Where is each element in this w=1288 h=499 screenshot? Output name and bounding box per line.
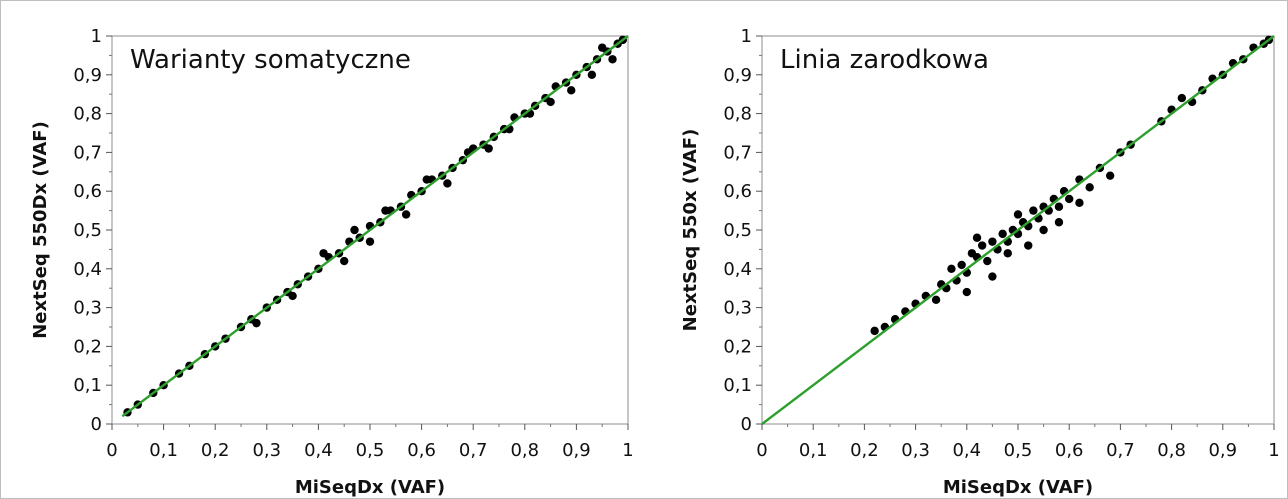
chart-2-x-tick-label: 0,7 xyxy=(1106,440,1135,461)
chart-1-x-tick-label: 0,5 xyxy=(356,440,385,461)
chart-1-y-tick-label: 0,8 xyxy=(73,104,102,125)
chart-2-point xyxy=(1085,183,1094,192)
chart-1-y-tick-label: 0,4 xyxy=(73,259,102,280)
chart-1-y-tick-label: 0 xyxy=(91,414,102,435)
chart-2-y-tick-label: 0,1 xyxy=(723,375,752,396)
chart-1-point xyxy=(598,43,607,52)
chart-1-point xyxy=(608,55,617,64)
chart-1-title: Warianty somatyczne xyxy=(130,45,411,75)
chart-2-point xyxy=(972,233,982,242)
chart-1-point xyxy=(401,210,411,219)
chart-2-title: Linia zarodkowa xyxy=(780,45,989,75)
chart-2-point xyxy=(957,260,966,270)
chart-1-x-tick-label: 0,6 xyxy=(407,440,436,461)
chart-2-point xyxy=(931,295,941,305)
chart-2-x-tick-label: 0,6 xyxy=(1055,440,1084,461)
chart-1-point xyxy=(484,144,493,153)
chart-1-point xyxy=(365,237,375,246)
chart-2-point xyxy=(947,264,956,273)
chart-1-x-tick-label: 1 xyxy=(622,440,633,461)
chart-1-y-tick-label: 0,7 xyxy=(73,142,102,163)
chart-2-x-axis-label: MiSeqDx (VAF) xyxy=(943,477,1093,498)
chart-1-x-tick-label: 0,1 xyxy=(149,440,178,461)
chart-2-point xyxy=(1029,206,1038,215)
chart-2-x-tick-label: 0,3 xyxy=(901,440,930,461)
chart-2-y-tick-label: 1 xyxy=(741,26,752,47)
chart-1-y-tick-label: 0,6 xyxy=(73,181,102,202)
chart-1-x-tick-label: 0 xyxy=(106,440,117,461)
chart-2-y-tick-label: 0 xyxy=(741,414,752,435)
chart-1-y-axis-label: NextSeq 550Dx (VAF) xyxy=(30,121,51,339)
chart-2-y-axis-label: NextSeq 550x (VAF) xyxy=(680,129,701,332)
chart-2-point xyxy=(962,287,971,297)
chart-2-x-tick-label: 0,4 xyxy=(952,440,981,461)
chart-2-x-tick-label: 0,2 xyxy=(850,440,879,461)
chart-2-y-tick-label: 0,8 xyxy=(723,104,752,125)
chart-2-point xyxy=(1039,225,1048,235)
chart-1-y-tick-label: 0,9 xyxy=(73,65,102,86)
chart-2-y-tick-label: 0,9 xyxy=(723,65,752,86)
chart-2-point xyxy=(1024,241,1033,250)
chart-2-x-tick-label: 0,9 xyxy=(1208,440,1237,461)
chart-2-y-tick-label: 0,3 xyxy=(723,298,752,319)
chart-1-y-tick-label: 1 xyxy=(91,26,102,47)
chart-1-x-tick-label: 0,3 xyxy=(252,440,281,461)
chart-2-y-tick-label: 0,2 xyxy=(723,336,752,357)
chart-2-point xyxy=(977,241,987,250)
chart-2-x-tick-label: 1 xyxy=(1268,440,1279,461)
chart-1-point xyxy=(422,175,431,184)
chart-1-x-tick-label: 0,2 xyxy=(201,440,230,461)
chart-1-x-tick-label: 0,7 xyxy=(459,440,488,461)
chart-2-x-tick-label: 0 xyxy=(756,440,767,461)
chart-1-point xyxy=(546,97,555,107)
chart-2-point xyxy=(870,326,879,336)
chart-1-point xyxy=(340,256,349,266)
chart-1-point xyxy=(252,318,261,328)
chart-2-y-tick-label: 0,4 xyxy=(723,259,752,280)
chart-1-x-tick-label: 0,4 xyxy=(304,440,333,461)
chart-2-point xyxy=(1013,210,1023,219)
chart-2-point xyxy=(998,229,1007,239)
chart-2-x-tick-label: 0,1 xyxy=(799,440,828,461)
chart-2-y-tick-label: 0,7 xyxy=(723,142,752,163)
chart-1-point xyxy=(567,86,576,95)
chart-2-point xyxy=(988,272,997,281)
chart-2-point xyxy=(1003,249,1012,258)
chart-2-point xyxy=(1065,194,1074,204)
chart-1-point xyxy=(350,225,359,235)
chart-2-point xyxy=(1054,202,1064,211)
chart-1-fit-line xyxy=(121,35,629,418)
chart-1-x-tick-label: 0,9 xyxy=(562,440,591,461)
chart-1-point xyxy=(381,206,390,215)
chart-2-point xyxy=(1105,171,1115,180)
chart-2-y-tick-label: 0,6 xyxy=(723,181,752,202)
chart-2-point xyxy=(1075,198,1084,208)
chart-2-point xyxy=(988,237,997,246)
chart-2-point xyxy=(1054,218,1064,227)
chart-2-x-tick-label: 0,8 xyxy=(1157,440,1186,461)
chart-1-y-tick-label: 0,5 xyxy=(73,220,102,241)
chart-2-fit-line xyxy=(761,35,1275,425)
chart-1-point xyxy=(443,179,452,188)
chart-1-point xyxy=(319,249,328,258)
chart-2-y-tick-label: 0,5 xyxy=(723,220,752,241)
chart-2-point xyxy=(1177,93,1187,103)
chart-1-x-axis-label: MiSeqDx (VAF) xyxy=(295,477,445,498)
chart-1-y-tick-label: 0,1 xyxy=(73,375,102,396)
chart-1-y-tick-label: 0,3 xyxy=(73,298,102,319)
chart-2-point xyxy=(983,256,992,266)
chart-1-point xyxy=(587,70,597,80)
chart-1-y-tick-label: 0,2 xyxy=(73,336,102,357)
chart-1-point xyxy=(288,291,297,301)
chart-1-x-tick-label: 0,8 xyxy=(510,440,539,461)
chart-2-x-tick-label: 0,5 xyxy=(1004,440,1033,461)
